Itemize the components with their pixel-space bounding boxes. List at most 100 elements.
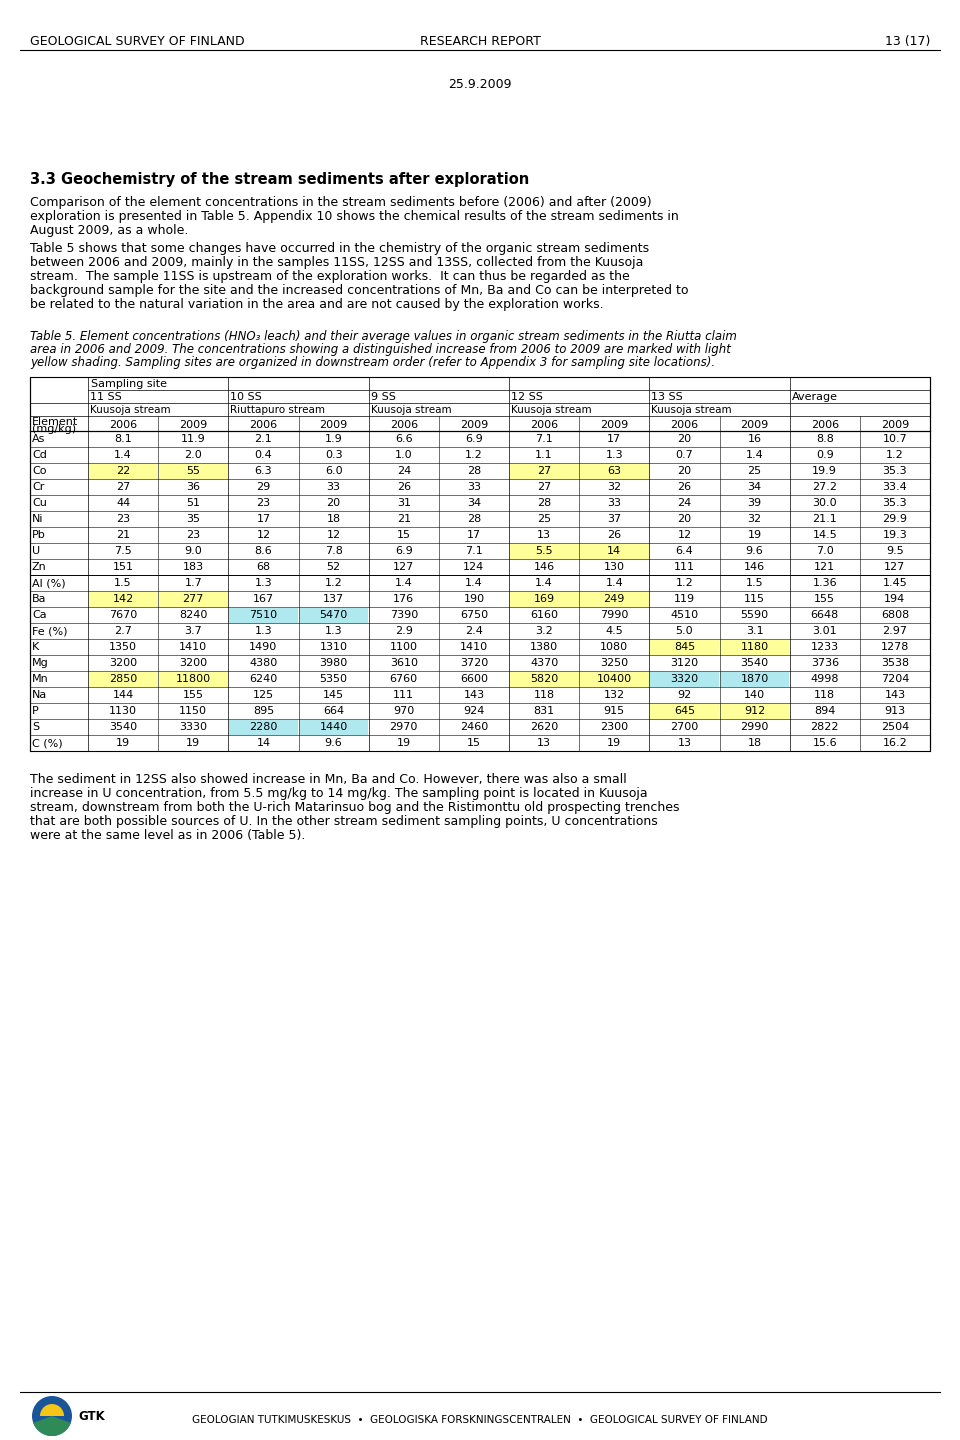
Text: 7390: 7390 (390, 611, 418, 621)
Text: 19.9: 19.9 (812, 467, 837, 477)
Text: 2822: 2822 (810, 721, 839, 732)
Text: 68: 68 (256, 562, 271, 572)
Text: 3120: 3120 (670, 658, 699, 668)
Bar (510, 543, 579, 559)
Text: As: As (32, 433, 45, 444)
Text: 2006: 2006 (390, 420, 418, 431)
Text: 30.0: 30.0 (812, 498, 837, 508)
Text: 1.4: 1.4 (746, 449, 763, 459)
Text: 20: 20 (678, 514, 691, 524)
Text: exploration is presented in Table 5. Appendix 10 shows the chemical results of t: exploration is presented in Table 5. App… (30, 210, 679, 223)
Text: 13: 13 (537, 530, 551, 540)
Text: C (%): C (%) (32, 737, 62, 747)
Text: 1380: 1380 (530, 642, 558, 652)
Text: 44: 44 (116, 498, 131, 508)
Text: 25: 25 (748, 467, 761, 477)
Text: 32: 32 (748, 514, 761, 524)
Text: 6.4: 6.4 (676, 546, 693, 556)
Text: 167: 167 (252, 593, 274, 603)
Text: 5470: 5470 (320, 611, 348, 621)
Text: 28: 28 (537, 498, 551, 508)
Bar (158, 592, 228, 606)
Text: 8.1: 8.1 (114, 433, 132, 444)
Text: 25.9.2009: 25.9.2009 (448, 78, 512, 91)
Text: Cd: Cd (32, 449, 47, 459)
Text: 26: 26 (396, 482, 411, 492)
Text: 23: 23 (116, 514, 131, 524)
Text: 1410: 1410 (460, 642, 488, 652)
Text: 3720: 3720 (460, 658, 488, 668)
Text: 2006: 2006 (530, 420, 558, 431)
Text: GEOLOGICAL SURVEY OF FINLAND: GEOLOGICAL SURVEY OF FINLAND (30, 35, 245, 48)
Text: 132: 132 (604, 690, 625, 700)
Text: 18: 18 (748, 737, 761, 747)
Text: 1180: 1180 (740, 642, 769, 652)
Text: 137: 137 (323, 593, 344, 603)
Text: 33.4: 33.4 (882, 482, 907, 492)
Text: 20: 20 (678, 433, 691, 444)
Text: that are both possible sources of U. In the other stream sediment sampling point: that are both possible sources of U. In … (30, 815, 658, 828)
Text: 19.3: 19.3 (882, 530, 907, 540)
Text: 19: 19 (607, 737, 621, 747)
Text: 1.3: 1.3 (606, 449, 623, 459)
Text: 2009: 2009 (600, 420, 629, 431)
Text: 9.6: 9.6 (746, 546, 763, 556)
Text: 9 SS: 9 SS (371, 392, 396, 402)
Text: 6.9: 6.9 (465, 433, 483, 444)
Text: 15.6: 15.6 (812, 737, 837, 747)
Text: 7.0: 7.0 (816, 546, 833, 556)
Text: 915: 915 (604, 706, 625, 716)
Text: 1.5: 1.5 (746, 577, 763, 588)
Text: 249: 249 (604, 593, 625, 603)
Text: 1490: 1490 (250, 642, 277, 652)
Text: Na: Na (32, 690, 47, 700)
Text: Cr: Cr (32, 482, 44, 492)
Text: 6.6: 6.6 (395, 433, 413, 444)
Text: 1.1: 1.1 (536, 449, 553, 459)
Text: 1130: 1130 (109, 706, 137, 716)
Text: 1080: 1080 (600, 642, 628, 652)
Text: yellow shading. Sampling sites are organized in downstream order (refer to Appen: yellow shading. Sampling sites are organ… (30, 356, 715, 369)
Text: 5.0: 5.0 (676, 626, 693, 636)
Text: 32: 32 (607, 482, 621, 492)
Bar (228, 720, 298, 734)
Text: Comparison of the element concentrations in the stream sediments before (2006) a: Comparison of the element concentrations… (30, 196, 652, 209)
Text: Mg: Mg (32, 658, 49, 668)
Text: 913: 913 (884, 706, 905, 716)
Bar (720, 704, 789, 719)
Text: 17: 17 (256, 514, 271, 524)
Text: 6160: 6160 (530, 611, 558, 621)
Text: Table 5 shows that some changes have occurred in the chemistry of the organic st: Table 5 shows that some changes have occ… (30, 242, 649, 255)
Text: 2009: 2009 (460, 420, 488, 431)
Bar (580, 592, 649, 606)
Text: 1.2: 1.2 (324, 577, 343, 588)
Text: 6.0: 6.0 (324, 467, 343, 477)
Text: Sampling site: Sampling site (91, 379, 167, 389)
Text: 4.5: 4.5 (606, 626, 623, 636)
Bar (158, 464, 228, 478)
Text: Zn: Zn (32, 562, 47, 572)
Text: background sample for the site and the increased concentrations of Mn, Ba and Co: background sample for the site and the i… (30, 284, 688, 297)
Text: 18: 18 (326, 514, 341, 524)
Text: 21: 21 (116, 530, 131, 540)
Text: 34: 34 (467, 498, 481, 508)
Text: 3736: 3736 (810, 658, 839, 668)
Text: Element: Element (32, 418, 79, 428)
Text: 13 SS: 13 SS (651, 392, 684, 402)
Text: 970: 970 (394, 706, 415, 716)
Text: 51: 51 (186, 498, 201, 508)
Text: 1440: 1440 (320, 721, 348, 732)
Text: 15: 15 (396, 530, 411, 540)
Text: 19: 19 (396, 737, 411, 747)
Text: 1233: 1233 (810, 642, 839, 652)
Text: 3.1: 3.1 (746, 626, 763, 636)
Text: Al (%): Al (%) (32, 577, 65, 588)
Text: 92: 92 (678, 690, 691, 700)
Text: 2620: 2620 (530, 721, 558, 732)
Text: 29: 29 (256, 482, 271, 492)
Text: 121: 121 (814, 562, 835, 572)
Text: 3.2: 3.2 (536, 626, 553, 636)
Text: 2009: 2009 (740, 420, 769, 431)
Text: 11800: 11800 (176, 674, 211, 684)
Text: 17: 17 (467, 530, 481, 540)
